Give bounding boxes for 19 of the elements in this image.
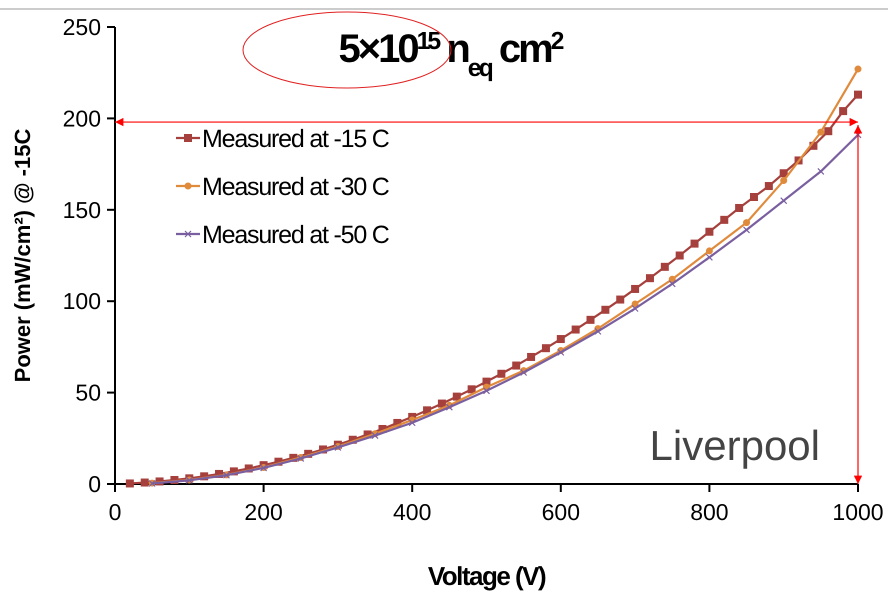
x-tick-label: 1000 [832, 499, 884, 525]
y-tick-label: 250 [62, 14, 101, 40]
y-tick-label: 0 [88, 471, 101, 497]
legend-label: Measured at -15 C [202, 125, 390, 153]
y-axis-title: Power (mW/cm²) @ -15C [10, 128, 35, 382]
annotation: Liverpool [650, 422, 820, 469]
x-tick-label: 200 [244, 499, 283, 525]
y-tick-label: 50 [75, 380, 101, 406]
y-tick-label: 200 [62, 105, 101, 132]
y-tick-label: 150 [62, 196, 101, 223]
y-tick-label: 100 [62, 288, 101, 314]
legend-label: Measured at -30 C [202, 173, 390, 201]
title-group: 5×10$^{15}$ n$_{eq}$ cm$^{2}$ [338, 27, 562, 82]
legend-label: Measured at -50 C [202, 221, 390, 249]
x-tick-label: 800 [690, 499, 729, 525]
x-tick-label: 0 [108, 499, 122, 525]
x-axis-title: Voltage (V) [428, 561, 546, 591]
x-tick-label: 600 [542, 499, 580, 525]
x-tick-label: 400 [393, 499, 432, 525]
